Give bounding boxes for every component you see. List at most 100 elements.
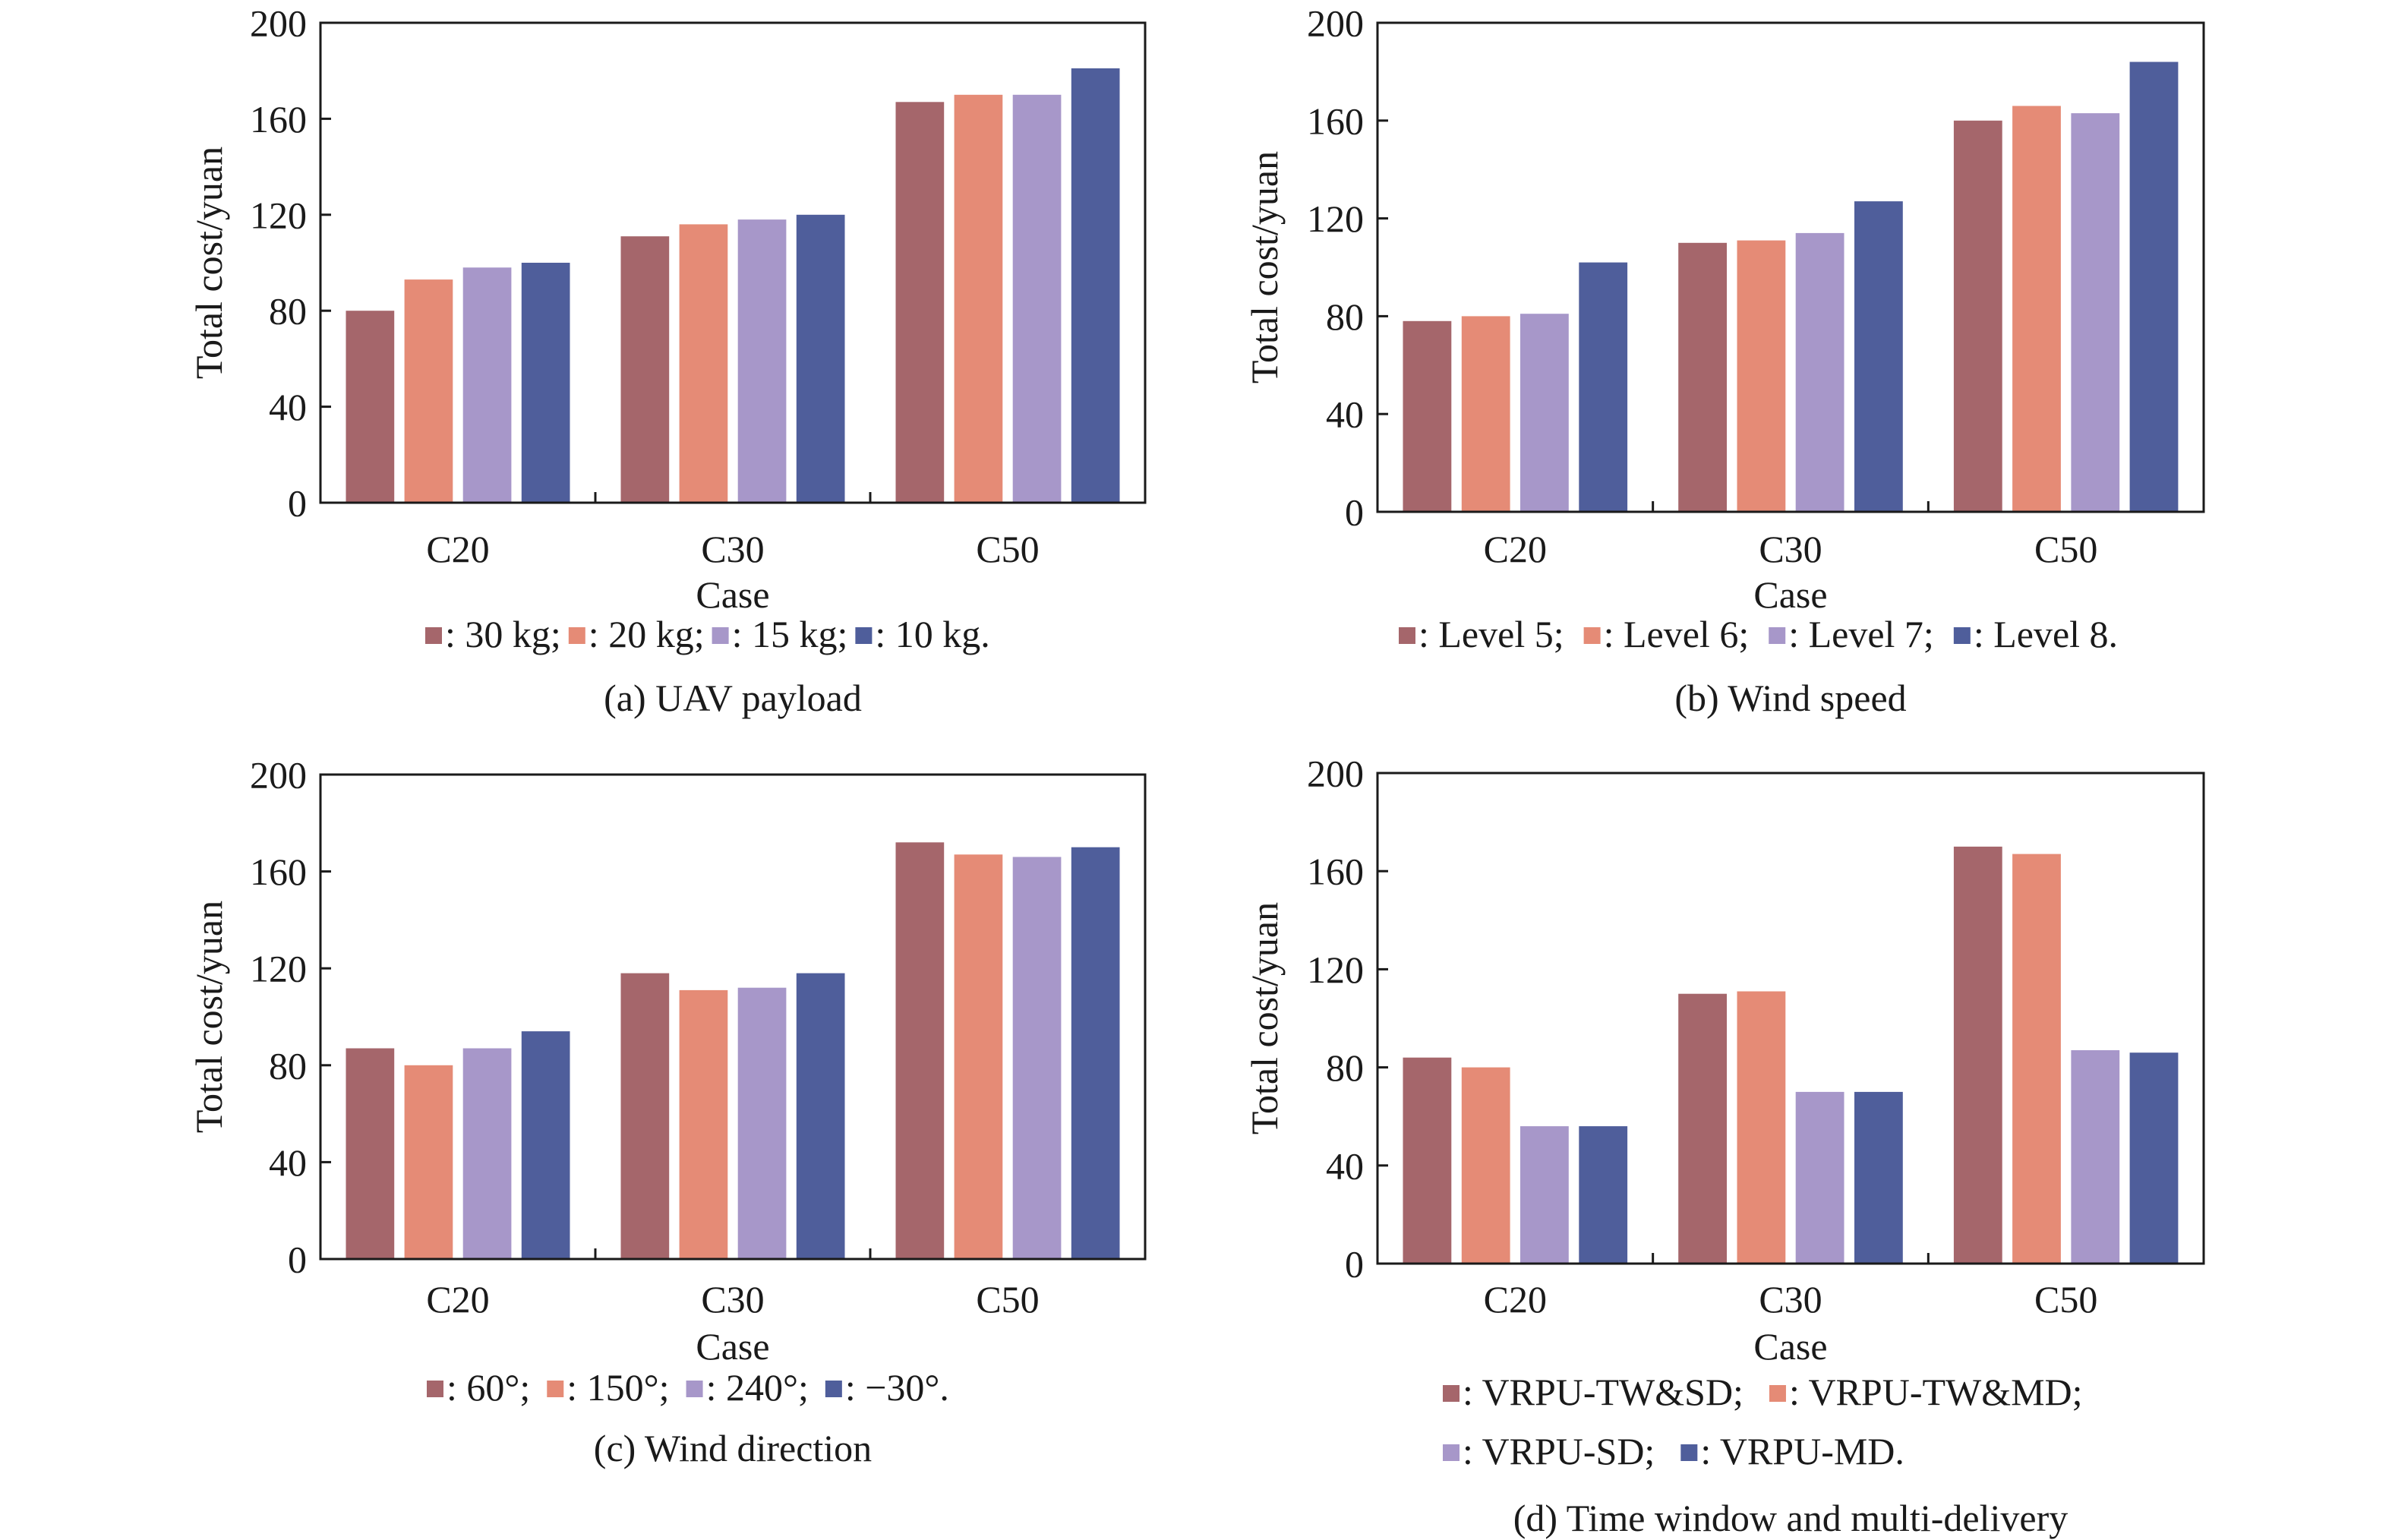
legend-swatch — [686, 1381, 703, 1397]
legend-swatch — [568, 627, 585, 644]
bar-15-kg-c20 — [462, 267, 512, 503]
legend: : 60°;: 150°;: 240°;: −30°. — [427, 1366, 949, 1409]
legend-swatch — [825, 1381, 842, 1397]
y-tick-label: 160 — [1307, 99, 1364, 142]
legend-label: : Level 7; — [1788, 613, 1934, 655]
bar-level-6-c20 — [1461, 316, 1510, 512]
y-tick-label: 40 — [1326, 393, 1364, 436]
x-tick-label: C20 — [426, 1278, 489, 1321]
bar-150--c20 — [404, 1065, 453, 1259]
bar-level-7-c30 — [1795, 232, 1844, 512]
y-tick-label: 80 — [269, 290, 307, 333]
bar-10-kg-c20 — [521, 263, 570, 503]
x-axis-label: Case — [696, 573, 769, 616]
bar--30--c50 — [1071, 847, 1120, 1259]
bar-10-kg-c50 — [1071, 68, 1120, 503]
panel-subtitle: (a) UAV payload — [604, 677, 862, 719]
bar-vrpu-sd-c20 — [1520, 1126, 1569, 1264]
y-tick-label: 80 — [1326, 1046, 1364, 1089]
x-tick-label: C50 — [976, 528, 1039, 570]
y-axis-label: Total cost/yuan — [188, 901, 230, 1133]
x-axis-label: Case — [1753, 1325, 1827, 1368]
bar-240--c30 — [737, 987, 787, 1259]
bar-vrpu-tw-sd-c30 — [1678, 993, 1727, 1264]
bar-15-kg-c50 — [1012, 94, 1062, 503]
legend-swatch — [855, 627, 873, 644]
bar-vrpu-tw-sd-c20 — [1403, 1057, 1452, 1264]
y-tick-label: 120 — [250, 194, 307, 236]
legend-label: : 150°; — [566, 1366, 669, 1409]
legend-swatch — [547, 1381, 564, 1397]
bar-30-kg-c20 — [346, 311, 395, 503]
y-tick-label: 80 — [269, 1044, 307, 1087]
legend-label: : 15 kg; — [732, 613, 848, 655]
legend-swatch — [712, 627, 729, 644]
bar-level-5-c50 — [1953, 120, 2002, 513]
legend-label: : 60°; — [447, 1366, 530, 1409]
legend: : 30 kg; : 20 kg; : 15 kg; : 10 kg. — [425, 613, 990, 655]
bar-vrpu-md-c20 — [1579, 1126, 1628, 1264]
legend-label: : VRPU-TW&MD; — [1789, 1371, 2083, 1413]
y-tick-label: 120 — [1307, 197, 1364, 240]
bar-60--c20 — [346, 1048, 395, 1259]
y-tick-label: 160 — [250, 850, 307, 893]
x-tick-label: C30 — [1759, 528, 1822, 570]
x-tick-label: C50 — [976, 1278, 1039, 1321]
bar-vrpu-md-c50 — [2129, 1052, 2179, 1264]
legend-label: : VRPU-MD. — [1700, 1430, 1904, 1472]
bar-vrpu-tw-md-c50 — [2012, 854, 2061, 1264]
y-tick-label: 0 — [1345, 491, 1364, 534]
x-tick-label: C50 — [2034, 1278, 2097, 1321]
legend-label: : −30°. — [845, 1366, 949, 1409]
legend-label: : 30 kg; — [445, 613, 561, 655]
x-tick-label: C20 — [1484, 528, 1547, 570]
x-tick-label: C30 — [1759, 1278, 1822, 1321]
legend-swatch — [1953, 627, 1971, 644]
bar-30-kg-c50 — [895, 102, 945, 503]
legend-swatch — [1443, 1444, 1459, 1461]
plot-frame — [319, 773, 1147, 1261]
legend-label: : 20 kg; — [589, 613, 705, 655]
bar-vrpu-sd-c50 — [2071, 1050, 2120, 1264]
legend-swatch — [1769, 627, 1786, 644]
legend-swatch — [1443, 1385, 1459, 1402]
chart-b: 0 40 80 120 160 200 C20 C30 C50 Total cost/yuan Ca… — [1243, 2, 2205, 719]
y-tick-label: 200 — [250, 2, 307, 45]
chart-d: 0 40 80 120 160 200 C20 C30 C50 Total cost/yuan Ca… — [1243, 753, 2205, 1539]
bar-level-7-c20 — [1520, 314, 1569, 512]
legend-label: : 10 kg. — [875, 613, 989, 655]
bar-level-6-c30 — [1737, 240, 1786, 512]
bar-level-5-c30 — [1678, 242, 1727, 512]
legend-label: : VRPU-TW&SD; — [1463, 1371, 1744, 1413]
bar-240--c50 — [1012, 857, 1062, 1259]
bar-15-kg-c30 — [737, 219, 787, 503]
bar-level-8-c50 — [2129, 62, 2179, 512]
y-axis-label: Total cost/yuan — [188, 147, 230, 379]
bar-level-5-c20 — [1403, 320, 1452, 512]
bar-level-8-c30 — [1854, 201, 1903, 512]
panel-subtitle: (d) Time window and multi-delivery — [1513, 1497, 2069, 1539]
y-tick-label: 120 — [250, 948, 307, 990]
x-axis-label: Case — [1753, 573, 1827, 616]
y-tick-label: 0 — [288, 1239, 307, 1281]
bar-level-7-c50 — [2071, 113, 2120, 513]
legend-label: : Level 8. — [1974, 613, 2118, 655]
y-tick-label: 0 — [1345, 1243, 1364, 1286]
x-tick-label: C20 — [1484, 1278, 1547, 1321]
legend-swatch — [427, 1381, 443, 1397]
bar--30--c20 — [521, 1031, 570, 1259]
y-tick-label: 80 — [1326, 295, 1364, 338]
bar-vrpu-tw-md-c30 — [1737, 991, 1786, 1264]
legend: : Level 5;: Level 6;: Level 7;: Level 8. — [1399, 613, 2118, 655]
y-tick-label: 40 — [269, 386, 307, 428]
bar-30-kg-c30 — [620, 236, 670, 503]
legend-swatch — [1680, 1444, 1698, 1461]
chart-a: 0 40 80 120 160 200 C20 C30 C50 Total cost/yuan Ca… — [188, 2, 1147, 719]
bar-20-kg-c50 — [954, 94, 1003, 503]
legend-label: : Level 5; — [1418, 613, 1564, 655]
y-tick-label: 160 — [1307, 850, 1364, 893]
y-tick-label: 160 — [250, 98, 307, 140]
bar-60--c30 — [620, 973, 670, 1259]
y-tick-label: 0 — [288, 482, 307, 525]
bar-vrpu-md-c30 — [1854, 1091, 1903, 1264]
